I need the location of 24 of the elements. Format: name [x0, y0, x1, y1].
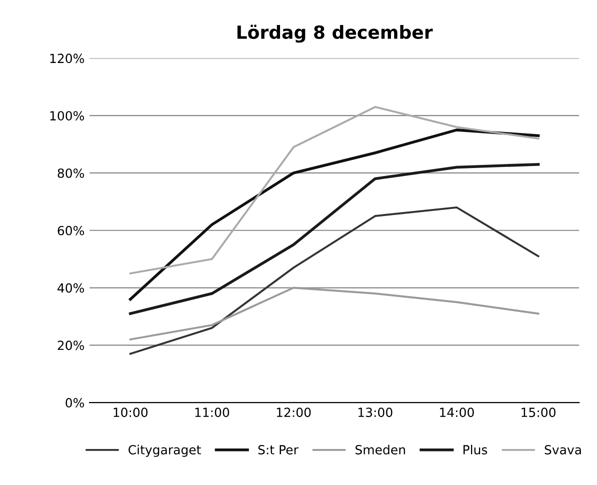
y-tick-label: 0%: [66, 398, 84, 408]
y-tick-label: 20%: [58, 340, 84, 350]
x-tick-label: 12:00: [276, 408, 311, 418]
line-series: [129, 286, 540, 340]
line-series: [129, 106, 540, 274]
line-series: [128, 128, 540, 301]
y-tick-label: 60%: [58, 226, 84, 236]
x-tick-label: 14:00: [440, 408, 474, 418]
line-series: [128, 162, 540, 315]
y-tick-label: 80%: [58, 168, 84, 178]
legend-label: Svava: [544, 445, 581, 454]
x-tick-label: 10:00: [114, 408, 148, 418]
y-tick-label: 100%: [50, 111, 84, 121]
x-tick-label: 13:00: [358, 408, 392, 418]
y-tick-label: 40%: [58, 283, 84, 293]
x-tick-label: 11:00: [195, 408, 230, 418]
x-tick-label: 15:00: [522, 408, 556, 418]
legend-label: Smeden: [356, 444, 405, 454]
legend-label: Plus: [464, 444, 488, 454]
y-tick-label: 120%: [50, 54, 84, 64]
chart-title: Lördag 8 december: [237, 24, 433, 43]
legend-label: Citygaraget: [128, 444, 201, 457]
legend-label: S:t Per: [258, 445, 298, 454]
line-series: [129, 206, 540, 355]
